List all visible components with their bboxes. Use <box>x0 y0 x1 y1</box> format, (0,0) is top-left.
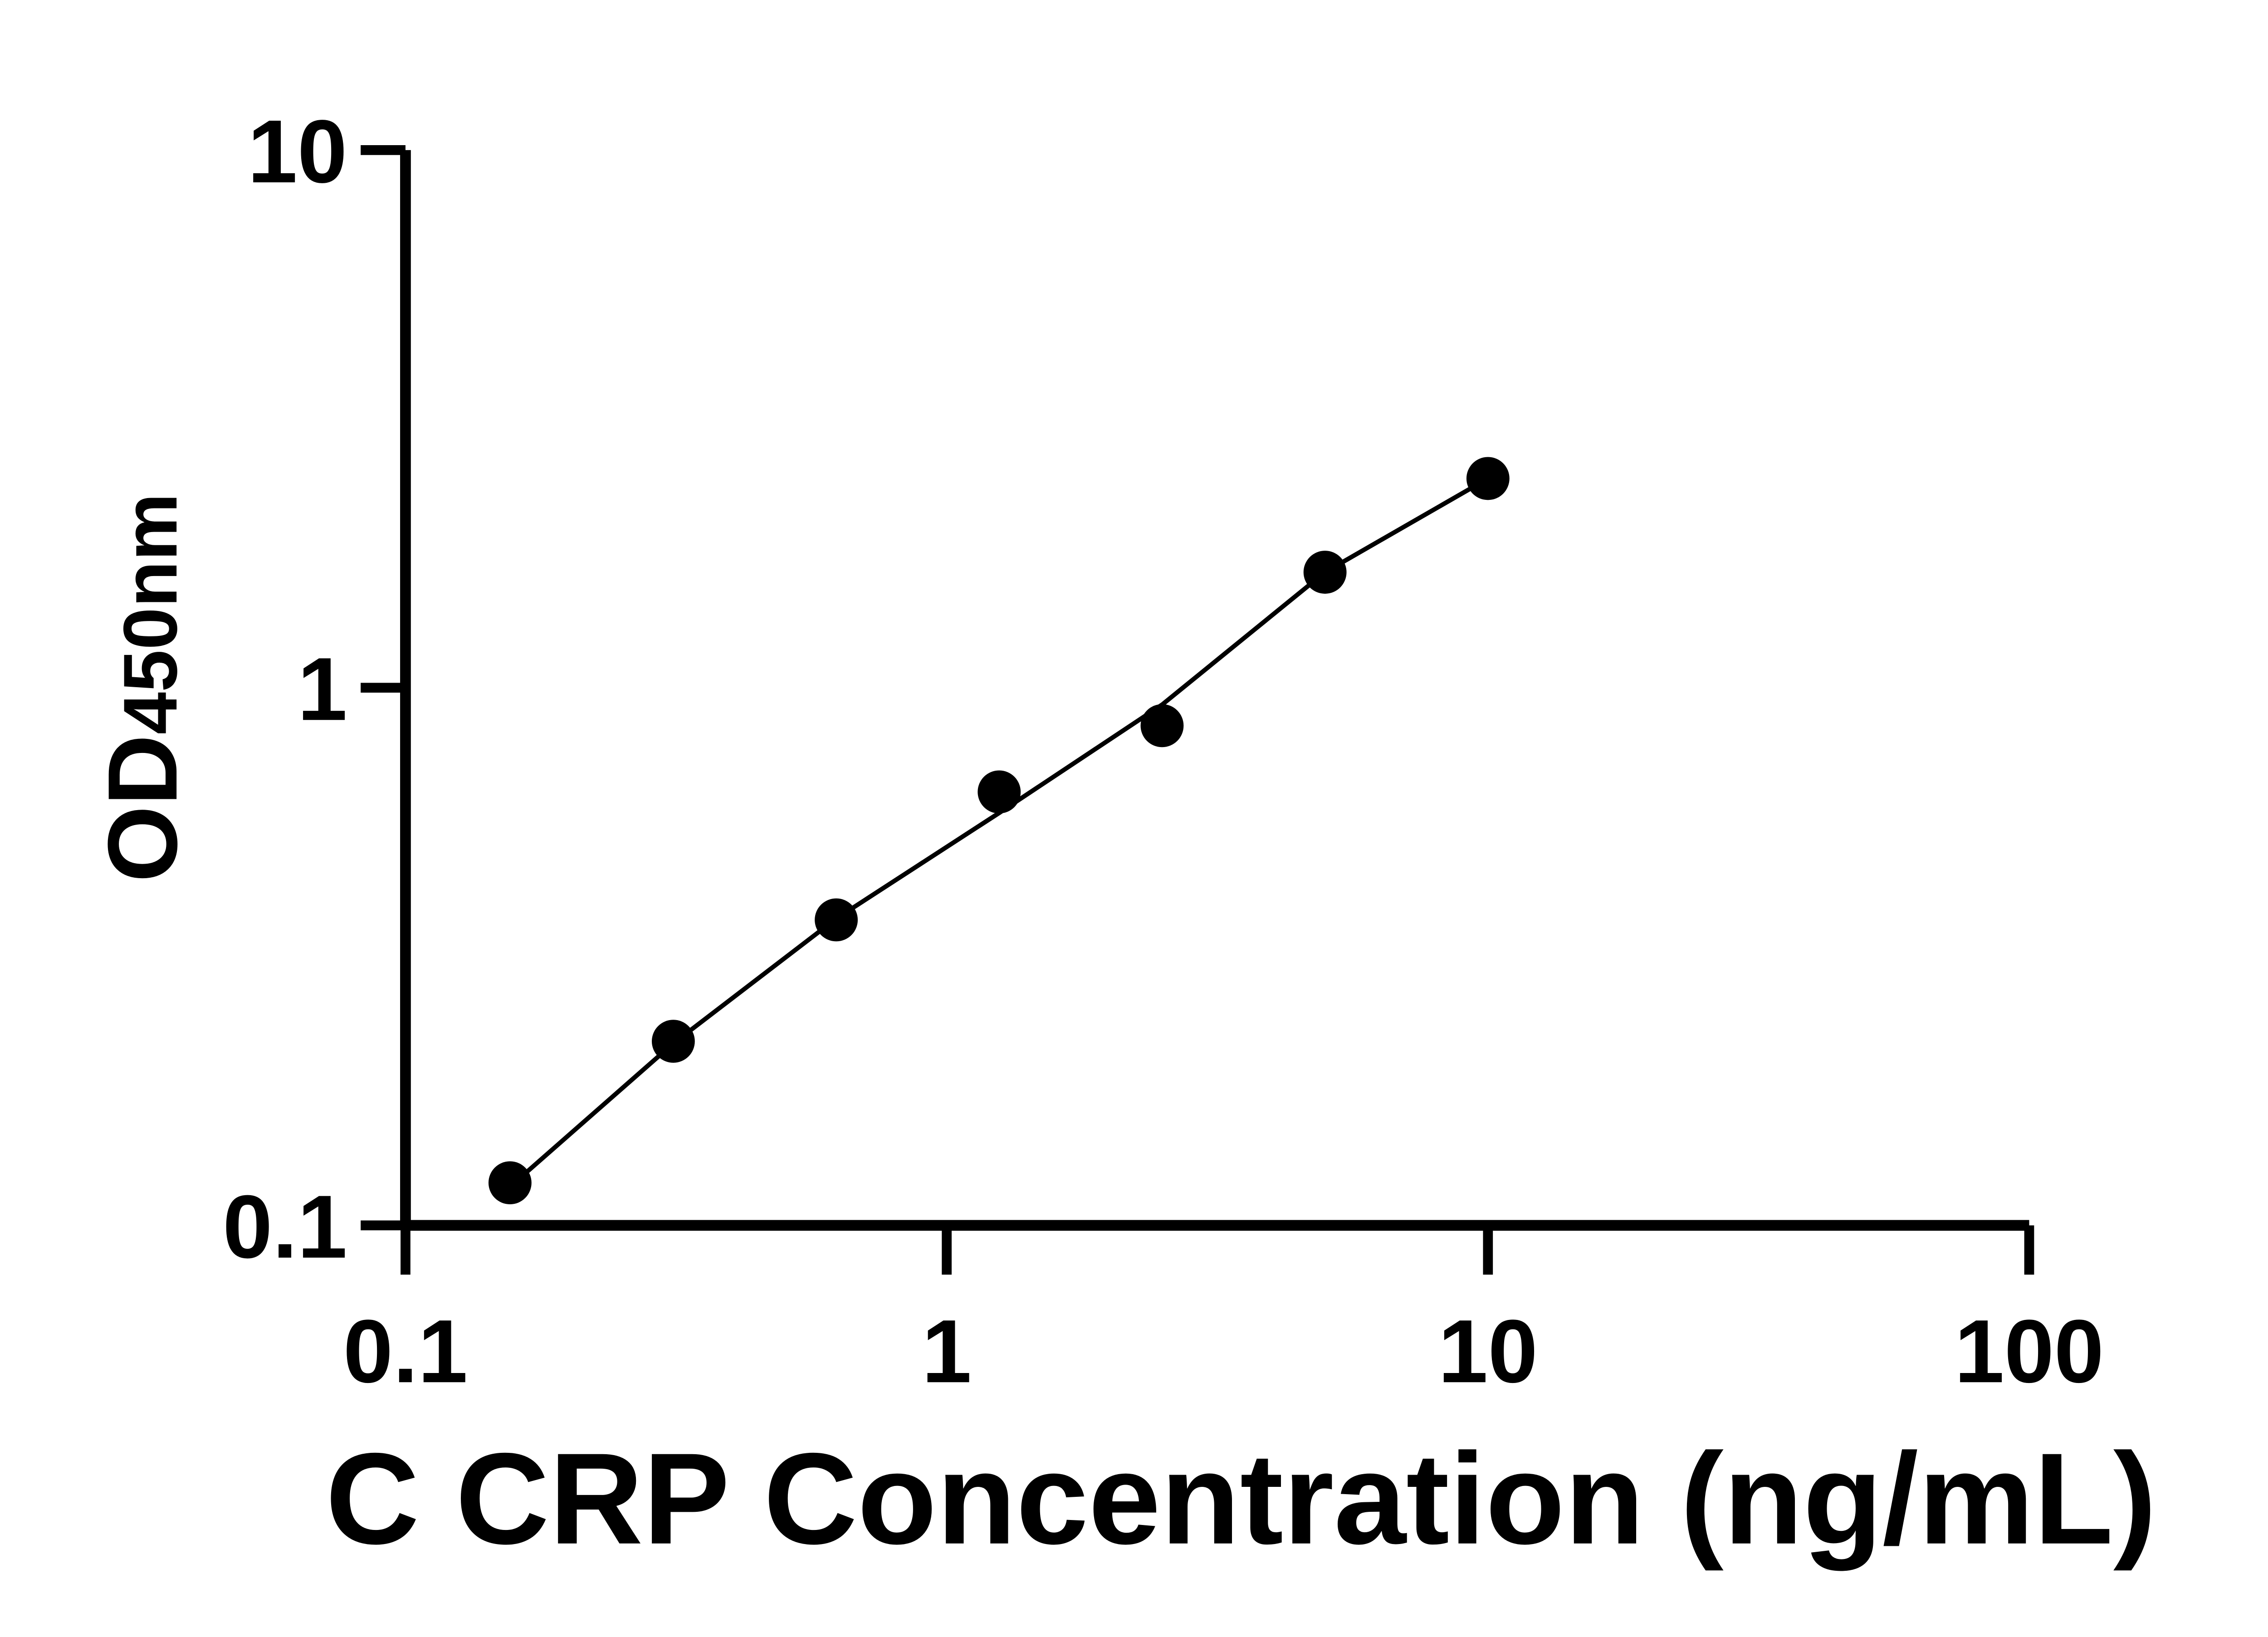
y-tick-label: 0.1 <box>223 1177 347 1277</box>
y-axis-title: OD450nm <box>88 493 198 882</box>
x-tick-label: 10 <box>1438 1301 1538 1401</box>
x-axis-title: C CRP Concentration (ng/mL) <box>326 1426 2157 1572</box>
data-layer <box>488 457 1510 1205</box>
y-axis-title-sub: 450nm <box>108 493 193 734</box>
data-point-marker <box>815 898 858 942</box>
data-point-marker <box>651 1020 695 1063</box>
data-point-marker <box>1140 704 1184 748</box>
x-tick-label: 1 <box>922 1301 972 1401</box>
data-point-marker <box>488 1161 532 1205</box>
data-point-marker <box>978 770 1021 814</box>
y-tick-label: 10 <box>248 101 347 201</box>
axes-layer: 0.1 1 10 100 10 1 0.1 <box>223 101 2104 1401</box>
x-tick-label: 0.1 <box>343 1301 468 1401</box>
data-point-marker <box>1303 551 1347 594</box>
x-tick-label: 100 <box>1955 1301 2104 1401</box>
y-tick-label: 1 <box>298 639 347 739</box>
y-axis-title-main: OD <box>88 734 198 882</box>
data-point-marker <box>1466 457 1510 500</box>
